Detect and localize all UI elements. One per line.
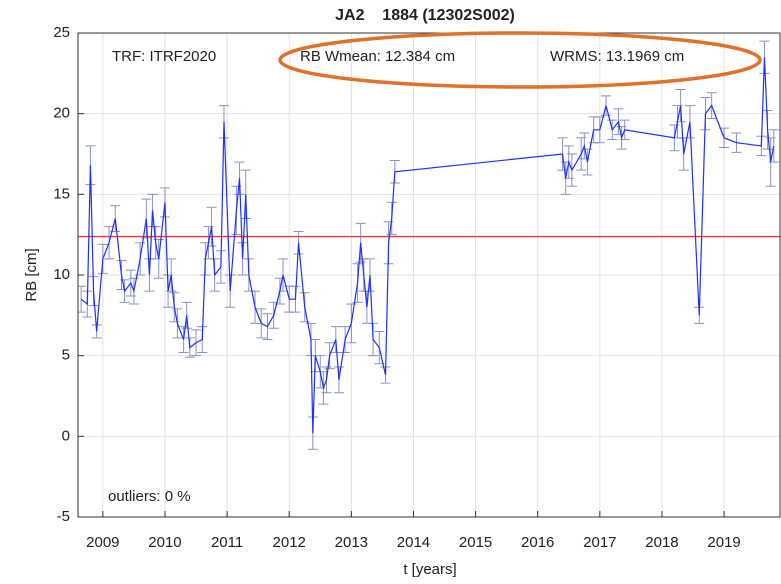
x-tick-label: 2018 [645,534,678,551]
y-tick-label: 15 [53,185,70,202]
x-tick-label: 2012 [273,534,306,551]
chart-title: JA2 1884 (12302S002) [335,7,515,24]
x-tick-label: 2014 [397,534,430,551]
y-axis-label: RB [cm] [23,248,40,301]
annotation: TRF: ITRF2020 [112,48,216,65]
y-tick-label: 20 [53,105,70,122]
highlight-ellipse [278,31,762,89]
x-tick-label: 2016 [521,534,554,551]
annotation: RB Wmean: 12.384 cm [300,48,455,65]
series-line [80,57,775,434]
y-tick-label: 5 [62,347,70,364]
x-axis-label: t [years] [403,561,456,578]
annotation: WRMS: 13.1969 cm [550,48,684,65]
x-tick-label: 2015 [459,534,492,551]
x-tick-label: 2009 [86,534,119,551]
x-tick-label: 2010 [148,534,181,551]
x-tick-label: 2019 [707,534,740,551]
y-tick-label: 10 [53,266,70,283]
y-tick-label: 0 [62,427,70,444]
y-tick-label: 25 [53,24,70,41]
x-tick-label: 2017 [583,534,616,551]
x-tick-label: 2013 [335,534,368,551]
annotation: outliers: 0 % [108,488,191,505]
y-tick-label: -5 [57,508,70,525]
x-tick-label: 2011 [211,534,243,551]
